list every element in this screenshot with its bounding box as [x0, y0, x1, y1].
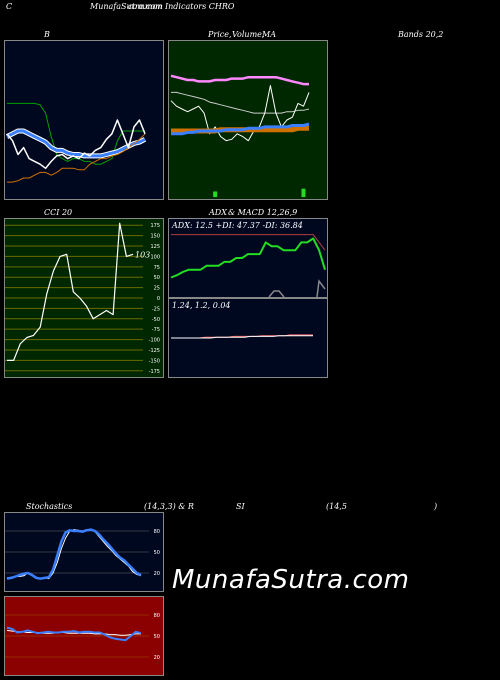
volume-bar — [301, 188, 306, 197]
macd-title: 1.24, 1.2, 0.04 — [172, 301, 231, 310]
stoch-d-line — [6, 528, 142, 580]
cci-tick-label: 150 — [150, 234, 160, 240]
ma-pink-line — [170, 74, 309, 86]
cci-tick-label: -100 — [149, 338, 160, 344]
bb-lower-line — [7, 133, 146, 183]
macd-line — [171, 335, 313, 339]
cci-tick-label: 125 — [150, 244, 160, 250]
stoch-tick-label: 80 — [154, 529, 160, 535]
adx-gray-line — [268, 290, 285, 297]
bollinger-panel — [4, 40, 164, 200]
cci-tick-label: 50 — [154, 275, 160, 281]
cci-chart: 175 150 125 100 75 50 25 0 -25 -50 -75 -100 -125 -150… — [5, 219, 163, 377]
stochastics-panel: 80 50 20 — [4, 512, 164, 592]
adx-plus-di-line — [170, 237, 326, 279]
cci-tick-label: -175 — [149, 369, 160, 375]
cci-tick-label: -150 — [149, 358, 160, 364]
stochastics-chart: 80 50 20 — [5, 513, 163, 591]
cci-tick-label: -50 — [152, 317, 160, 323]
stoch-params: (14,3,3) & R — [144, 502, 194, 511]
header-title: MunafaSutra.com — [90, 2, 163, 11]
volume-label: Volume, — [232, 30, 265, 39]
price-ma-chart — [169, 41, 327, 199]
ma-blue-line — [171, 122, 310, 136]
cci-tick-label: 100 — [150, 254, 160, 260]
cci-tick-label: -25 — [152, 306, 160, 312]
macd-label: & MACD 12,26,9 — [228, 208, 298, 217]
ma-label: MA — [262, 30, 276, 39]
adx-chart — [169, 219, 327, 297]
cci-tick-label: 75 — [154, 265, 160, 271]
cci-panel: 175 150 125 100 75 50 25 0 -25 -50 -75 -100 -125 -150… — [4, 218, 164, 378]
header-subtitle: common Indicators CHRO — [128, 2, 235, 11]
macd-chart — [169, 299, 327, 377]
bands-label: Bands 20,2 — [398, 30, 444, 39]
cci-tick-label: -75 — [152, 327, 160, 333]
volume-bar — [213, 191, 218, 197]
cci-label: CCI 20 — [44, 208, 73, 217]
rsi-chart: 80 50 20 — [5, 597, 163, 675]
panel-background — [169, 41, 327, 199]
rsi-tick-label: 80 — [154, 613, 160, 619]
close-paren: ) — [434, 502, 438, 511]
panel-background — [5, 41, 163, 199]
ma-gray-line — [171, 91, 310, 114]
bb-price-line — [6, 119, 146, 170]
adx-label: ADX — [209, 208, 227, 217]
adx-panel: ADX: 12.5 +DI: 47.37 -DI: 36.84 — [168, 218, 328, 298]
watermark: MunafaSutra.com — [172, 565, 410, 595]
header-left: C — [6, 2, 13, 11]
rsi-line — [6, 626, 142, 642]
stoch-label: Stochastics — [26, 502, 73, 511]
bollinger-chart — [5, 41, 163, 199]
rsi-panel: 80 50 20 — [4, 596, 164, 676]
price-label: Price, — [208, 30, 232, 39]
adx-title: ADX: 12.5 +DI: 47.37 -DI: 36.84 — [172, 221, 303, 230]
cci-tick-label: -125 — [149, 348, 160, 354]
cci-tick-label: 25 — [154, 286, 160, 292]
macd-panel: 1.24, 1.2, 0.04 — [168, 298, 328, 378]
rsi-tick-label: 20 — [154, 655, 160, 661]
rsi-params: (14,5 — [326, 502, 347, 511]
rsi-smooth-line — [6, 629, 141, 636]
bb-mid-line — [6, 129, 146, 158]
si-label: SI — [236, 502, 245, 511]
adx-gray-line-2 — [316, 279, 326, 297]
ma-price-line — [170, 85, 310, 142]
price-ma-panel — [168, 40, 328, 200]
rsi-tick-label: 50 — [154, 634, 160, 640]
cci-tick-label: 0 — [157, 296, 160, 302]
stoch-tick-label: 50 — [154, 550, 160, 556]
stoch-tick-label: 20 — [154, 571, 160, 577]
cci-last-value: 103 — [135, 250, 150, 259]
cci-tick-label: 175 — [150, 223, 160, 229]
bb-label: B — [44, 30, 50, 39]
panel-background — [169, 219, 327, 297]
cci-line — [7, 222, 134, 361]
adx-minus-di-line — [171, 234, 326, 251]
